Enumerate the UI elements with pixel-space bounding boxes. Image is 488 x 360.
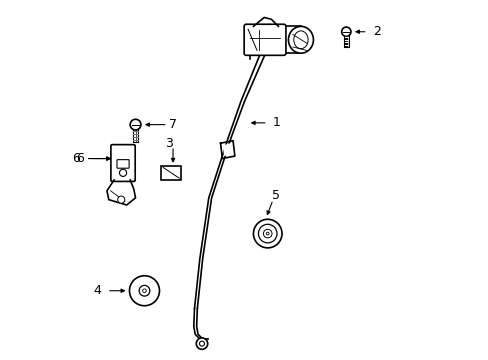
Circle shape xyxy=(142,289,146,293)
Polygon shape xyxy=(222,143,232,156)
Text: 7: 7 xyxy=(169,118,177,131)
Text: 5: 5 xyxy=(271,189,280,202)
Ellipse shape xyxy=(293,31,307,49)
Text: 2: 2 xyxy=(372,25,380,38)
FancyBboxPatch shape xyxy=(117,159,129,168)
Circle shape xyxy=(258,224,276,243)
Circle shape xyxy=(266,232,268,235)
Text: 6: 6 xyxy=(72,152,80,165)
Ellipse shape xyxy=(288,26,313,53)
FancyBboxPatch shape xyxy=(244,24,285,55)
Bar xyxy=(161,166,181,180)
Circle shape xyxy=(199,341,204,346)
Circle shape xyxy=(130,119,141,130)
Text: 1: 1 xyxy=(272,116,281,129)
Circle shape xyxy=(253,219,282,248)
Circle shape xyxy=(119,169,126,176)
FancyBboxPatch shape xyxy=(111,145,135,181)
Circle shape xyxy=(118,196,124,203)
Circle shape xyxy=(341,27,350,36)
Circle shape xyxy=(129,276,159,306)
Text: 3: 3 xyxy=(164,137,172,150)
Circle shape xyxy=(196,338,207,349)
Circle shape xyxy=(263,229,271,238)
Circle shape xyxy=(139,285,149,296)
Text: 4: 4 xyxy=(94,284,102,297)
Text: 6: 6 xyxy=(76,152,83,165)
